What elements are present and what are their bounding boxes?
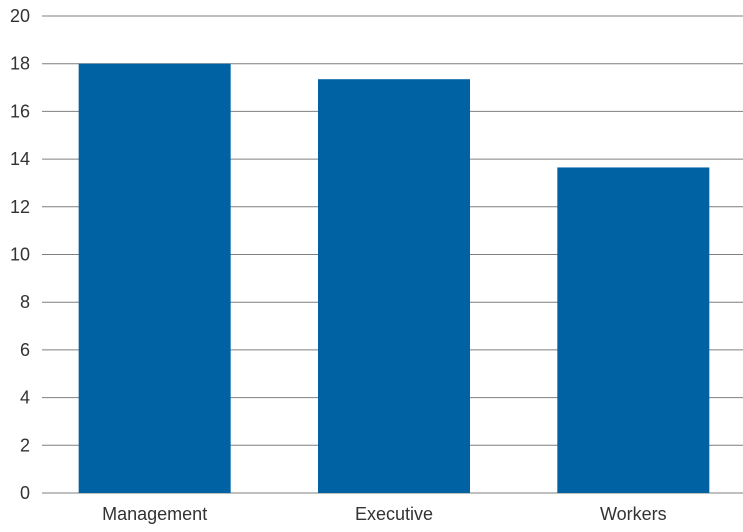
x-tick-label: Executive [355,504,433,524]
y-tick-label: 6 [20,340,30,360]
y-tick-label: 10 [10,245,30,265]
x-tick-label: Workers [600,504,667,524]
y-tick-label: 18 [10,54,30,74]
bar-executive [317,79,470,493]
x-axis-tick-labels: Management Executive Workers [102,504,667,524]
bar-management [78,63,231,493]
y-tick-label: 14 [10,149,30,169]
bar-workers [557,167,710,493]
y-tick-label: 4 [20,388,30,408]
y-tick-label: 12 [10,197,30,217]
bars [78,63,710,493]
y-tick-label: 8 [20,292,30,312]
x-tick-label: Management [102,504,207,524]
y-axis-tick-labels: 0 2 4 6 8 10 12 14 16 18 20 [10,6,30,503]
y-tick-label: 0 [20,483,30,503]
y-tick-label: 16 [10,101,30,121]
y-tick-label: 2 [20,435,30,455]
y-tick-label: 20 [10,6,30,26]
